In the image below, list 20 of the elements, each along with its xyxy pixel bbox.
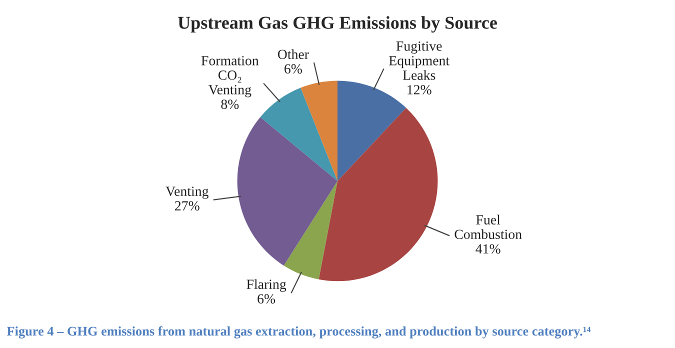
slice-label: Flaring bbox=[246, 279, 286, 292]
data-label: 41% bbox=[476, 244, 500, 254]
data-label: 12% bbox=[408, 85, 432, 94]
pie-slice bbox=[237, 117, 338, 266]
data-label: 6% bbox=[284, 64, 302, 74]
data-label: 6% bbox=[258, 294, 276, 304]
caption: Figure 4 – GHG emissions from natural gas extraction, processing, and production by source category.¹⁴ bbox=[6, 326, 591, 338]
pie-slice bbox=[318, 108, 438, 282]
slice-label: Venting bbox=[166, 186, 208, 199]
pie-slice bbox=[260, 88, 338, 181]
pie-slice bbox=[284, 180, 338, 280]
slice-label: Fugitive Equipment Leaks bbox=[389, 41, 450, 80]
pie-slice bbox=[338, 80, 406, 181]
slice-label: Formation CO₂ Venting bbox=[201, 56, 259, 98]
chart-title: Upstream Gas GHG Emissions by Source bbox=[178, 16, 497, 33]
data-label: 8% bbox=[221, 100, 239, 109]
pie-slice bbox=[300, 80, 338, 181]
slice-label: Other bbox=[278, 49, 309, 60]
slice-label: Fuel Combustion bbox=[454, 214, 522, 240]
data-label: 27% bbox=[175, 201, 200, 211]
